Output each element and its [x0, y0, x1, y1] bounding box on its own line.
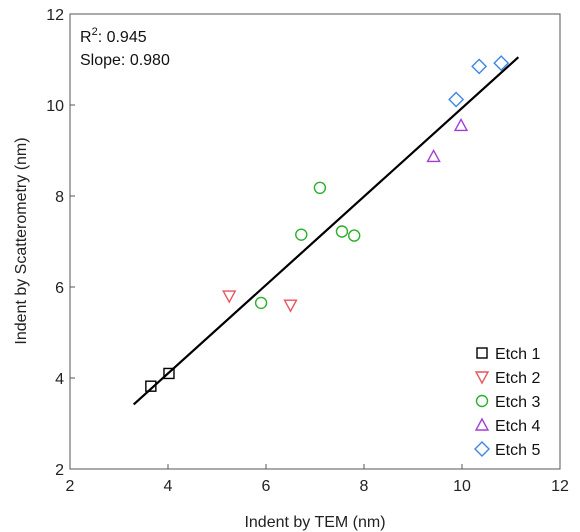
x-tick-label: 12 [551, 478, 569, 495]
x-axis-title: Indent by TEM (nm) [244, 514, 385, 531]
data-point [348, 229, 361, 242]
data-point [163, 367, 175, 380]
data-point [254, 296, 268, 310]
y-tick-label: 12 [46, 7, 64, 24]
y-tick-label: 8 [55, 189, 64, 206]
legend-marker [475, 394, 489, 408]
data-point [493, 55, 510, 72]
data-point [145, 380, 157, 392]
x-tick-label: 2 [66, 478, 75, 495]
legend-marker [474, 371, 490, 385]
data-point [448, 91, 465, 108]
slope-annotation: Slope: 0.980 [80, 52, 170, 69]
fit-line [132, 56, 520, 406]
y-tick-label: 4 [55, 371, 64, 388]
y-tick-label: 10 [46, 98, 64, 115]
data-point [471, 58, 488, 75]
x-tick-label: 4 [164, 478, 173, 495]
fit-line-group [132, 56, 520, 406]
data-point [313, 181, 327, 195]
legend-label: Etch 1 [495, 346, 540, 363]
data-point [222, 290, 237, 304]
y-tick-label: 6 [55, 280, 64, 297]
y-tick-label: 2 [55, 462, 64, 479]
data-point [426, 148, 441, 163]
y-axis-title: Indent by Scatterometry (nm) [13, 137, 30, 344]
axis-ticks: 2 4 6 8 10 12 2 4 6 8 10 12 [46, 7, 569, 495]
legend-label: Etch 3 [495, 394, 540, 411]
legend-marker [474, 441, 490, 457]
data-points [145, 55, 510, 392]
legend-label: Etch 5 [495, 442, 540, 459]
x-tick-label: 6 [262, 478, 271, 495]
data-point [295, 228, 308, 241]
data-point [283, 299, 298, 313]
data-point [453, 118, 469, 132]
legend-label: Etch 2 [495, 370, 540, 387]
plot-frame [69, 13, 561, 470]
legend-label: Etch 4 [495, 418, 540, 435]
r2-annotation: R2: 0.945 [80, 26, 147, 46]
legend-marker [476, 347, 488, 359]
data-point [335, 225, 349, 238]
legend: Etch 1 Etch 2 Etch 3 Etch 4 Etch 5 [474, 346, 540, 459]
x-tick-label: 8 [360, 478, 369, 495]
x-tick-label: 10 [453, 478, 471, 495]
legend-marker [474, 417, 490, 431]
